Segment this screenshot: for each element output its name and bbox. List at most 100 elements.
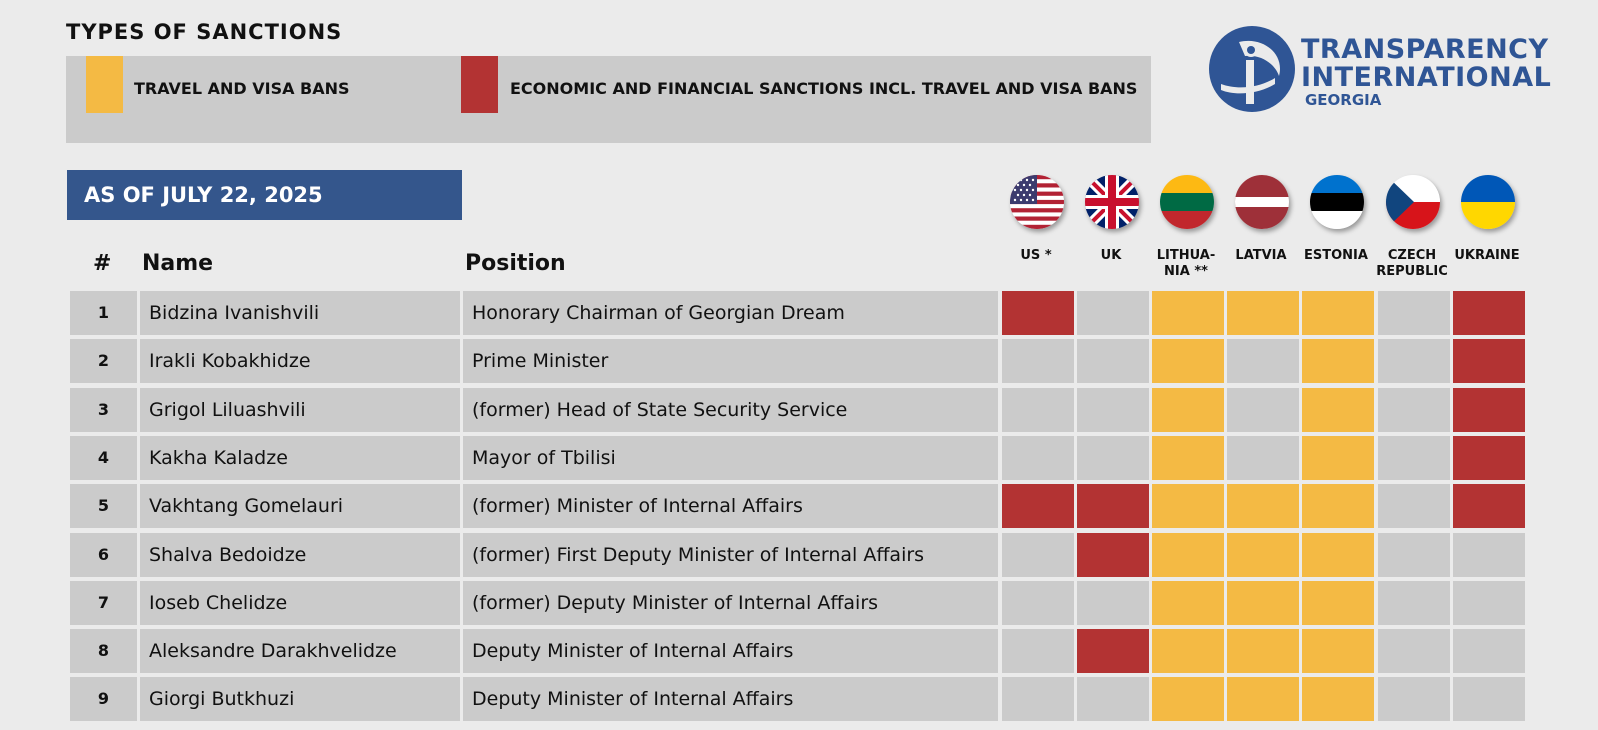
ukraine-flag-icon xyxy=(1461,175,1515,229)
sanction-cell-travel xyxy=(1302,387,1374,432)
sanction-cell-economic xyxy=(1453,387,1525,432)
row-number: 4 xyxy=(70,435,137,480)
sanction-cell-none xyxy=(1227,339,1299,384)
column-header-number: # xyxy=(93,251,112,276)
sanction-cell-none xyxy=(1378,629,1450,674)
column-header-name: Name xyxy=(142,251,214,276)
row-name: Shalva Bedoidze xyxy=(140,532,460,577)
economic-sanction-swatch xyxy=(461,56,498,113)
row-number: 3 xyxy=(70,387,137,432)
row-number: 2 xyxy=(70,339,137,384)
sanction-cell-none xyxy=(1453,677,1525,722)
sanction-cell-travel xyxy=(1152,339,1224,384)
sanction-cell-none xyxy=(1378,580,1450,625)
sanction-cell-none xyxy=(1077,339,1149,384)
logo-line-3: GEORGIA xyxy=(1305,91,1382,109)
sanction-cell-none xyxy=(1378,677,1450,722)
sanction-cell-travel xyxy=(1152,580,1224,625)
travel-ban-swatch xyxy=(86,56,123,113)
sanction-cell-travel xyxy=(1227,629,1299,674)
legend-label-economic: ECONOMIC AND FINANCIAL SANCTIONS INCL. T… xyxy=(510,79,1138,98)
row-number: 9 xyxy=(70,677,137,722)
row-name: Aleksandre Darakhvelidze xyxy=(140,629,460,674)
sanction-cell-none xyxy=(1002,629,1074,674)
sanction-cell-none xyxy=(1077,677,1149,722)
row-position: (former) Head of State Security Service xyxy=(463,387,998,432)
row-name: Bidzina Ivanishvili xyxy=(140,291,460,335)
sanction-cell-none xyxy=(1227,387,1299,432)
sanction-cell-none xyxy=(1002,532,1074,577)
sanction-cell-travel xyxy=(1302,291,1374,335)
sanction-cell-none xyxy=(1378,532,1450,577)
as-of-date-badge: AS OF JULY 22, 2025 xyxy=(67,170,462,220)
column-header-position: Position xyxy=(465,251,566,276)
row-number: 1 xyxy=(70,291,137,335)
sanction-cell-travel xyxy=(1302,580,1374,625)
sanction-cell-none xyxy=(1002,387,1074,432)
sanction-cell-none xyxy=(1453,532,1525,577)
sanction-cell-none xyxy=(1378,291,1450,335)
sanction-cell-none xyxy=(1378,484,1450,529)
sanction-cell-none xyxy=(1453,629,1525,674)
sanction-cell-none xyxy=(1002,435,1074,480)
sanction-cell-none xyxy=(1077,435,1149,480)
sanction-cell-travel xyxy=(1152,435,1224,480)
logo-line-1: TRANSPARENCY xyxy=(1301,34,1549,65)
sanction-cell-economic xyxy=(1453,484,1525,529)
row-name: Irakli Kobakhidze xyxy=(140,339,460,384)
sanction-cell-travel xyxy=(1302,677,1374,722)
row-name: Giorgi Butkhuzi xyxy=(140,677,460,722)
sanction-cell-economic xyxy=(1453,339,1525,384)
row-position: Mayor of Tbilisi xyxy=(463,435,998,480)
sanction-cell-economic xyxy=(1077,532,1149,577)
sanction-cell-economic xyxy=(1453,291,1525,335)
row-position: (former) Minister of Internal Affairs xyxy=(463,484,998,529)
legend-label-travel: TRAVEL AND VISA BANS xyxy=(134,79,350,98)
row-position: (former) First Deputy Minister of Intern… xyxy=(463,532,998,577)
row-number: 5 xyxy=(70,484,137,529)
sanction-cell-none xyxy=(1077,291,1149,335)
row-position: (former) Deputy Minister of Internal Aff… xyxy=(463,580,998,625)
country-label-us: US * xyxy=(1020,248,1052,263)
sanction-cell-travel xyxy=(1227,532,1299,577)
row-number: 8 xyxy=(70,629,137,674)
transparency-international-logo: TRANSPARENCY INTERNATIONAL GEORGIA xyxy=(1209,26,1551,116)
sanction-cell-economic xyxy=(1002,291,1074,335)
sanction-cell-travel xyxy=(1152,387,1224,432)
us-flag-icon xyxy=(1010,175,1064,229)
sanction-cell-travel xyxy=(1152,291,1224,335)
uk-flag-icon xyxy=(1085,175,1139,229)
sanction-cell-none xyxy=(1002,677,1074,722)
sanction-cell-economic xyxy=(1453,435,1525,480)
lithuania-flag-icon xyxy=(1160,175,1214,229)
sanction-cell-travel xyxy=(1152,629,1224,674)
sanction-cell-travel xyxy=(1302,629,1374,674)
page-title: TYPES OF SANCTIONS xyxy=(66,20,343,44)
sanction-cell-travel xyxy=(1227,484,1299,529)
country-label-estonia: ESTONIA xyxy=(1304,248,1368,263)
sanction-cell-travel xyxy=(1227,291,1299,335)
sanction-cell-none xyxy=(1002,580,1074,625)
row-position: Prime Minister xyxy=(463,339,998,384)
sanction-cell-none xyxy=(1077,387,1149,432)
row-position: Honorary Chairman of Georgian Dream xyxy=(463,291,998,335)
sanction-cell-none xyxy=(1002,339,1074,384)
sanction-cell-travel xyxy=(1302,532,1374,577)
country-label-uk: UK xyxy=(1100,248,1122,263)
sanction-cell-travel xyxy=(1152,532,1224,577)
country-label-ukraine: UKRAINE xyxy=(1454,248,1520,263)
row-name: Ioseb Chelidze xyxy=(140,580,460,625)
row-position: Deputy Minister of Internal Affairs xyxy=(463,629,998,674)
latvia-flag-icon xyxy=(1235,175,1289,229)
country-label-czech: CZECH REPUBLIC xyxy=(1376,248,1448,279)
sanction-cell-none xyxy=(1378,435,1450,480)
sanction-cell-none xyxy=(1227,435,1299,480)
sanction-cell-travel xyxy=(1152,677,1224,722)
sanction-cell-travel xyxy=(1227,677,1299,722)
country-label-latvia: LATVIA xyxy=(1235,248,1287,263)
sanction-cell-travel xyxy=(1152,484,1224,529)
country-label-lithuania: LITHUA- NIA ** xyxy=(1156,248,1216,279)
sanction-cell-none xyxy=(1077,580,1149,625)
row-name: Grigol Liluashvili xyxy=(140,387,460,432)
ti-logo-icon xyxy=(1209,26,1295,112)
